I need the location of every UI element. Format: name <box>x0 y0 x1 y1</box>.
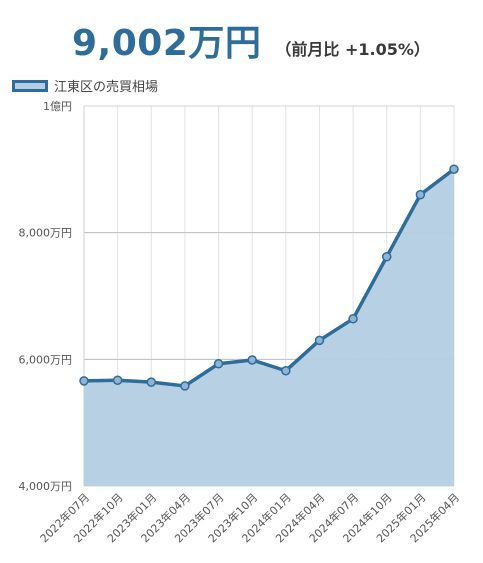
data-point <box>314 335 325 346</box>
y-tick-label: 8,000万円 <box>19 227 73 240</box>
data-point <box>247 355 257 365</box>
chart-legend[interactable]: 江東区の売買相場 <box>12 76 158 95</box>
data-point <box>415 189 426 200</box>
data-point <box>281 365 291 376</box>
current-price: 9,002万円 <box>72 23 262 64</box>
data-point <box>449 164 459 174</box>
data-point <box>180 381 190 391</box>
legend-swatch <box>12 79 48 92</box>
data-point <box>348 314 358 324</box>
month-over-month-change: （前月比 +1.05%） <box>275 40 430 59</box>
series-area <box>84 169 454 486</box>
y-tick-label: 1億円 <box>43 100 72 113</box>
data-point <box>112 375 123 385</box>
data-point <box>381 251 392 262</box>
headline: 9,002万円 （前月比 +1.05%） <box>72 14 430 66</box>
series-line <box>83 167 456 388</box>
data-point <box>213 359 224 369</box>
y-tick-label: 4,000万円 <box>19 480 73 493</box>
y-tick-label: 6,000万円 <box>19 353 73 366</box>
legend-label: 江東区の売買相場 <box>54 80 159 95</box>
data-point <box>79 376 89 386</box>
data-point <box>146 377 157 387</box>
